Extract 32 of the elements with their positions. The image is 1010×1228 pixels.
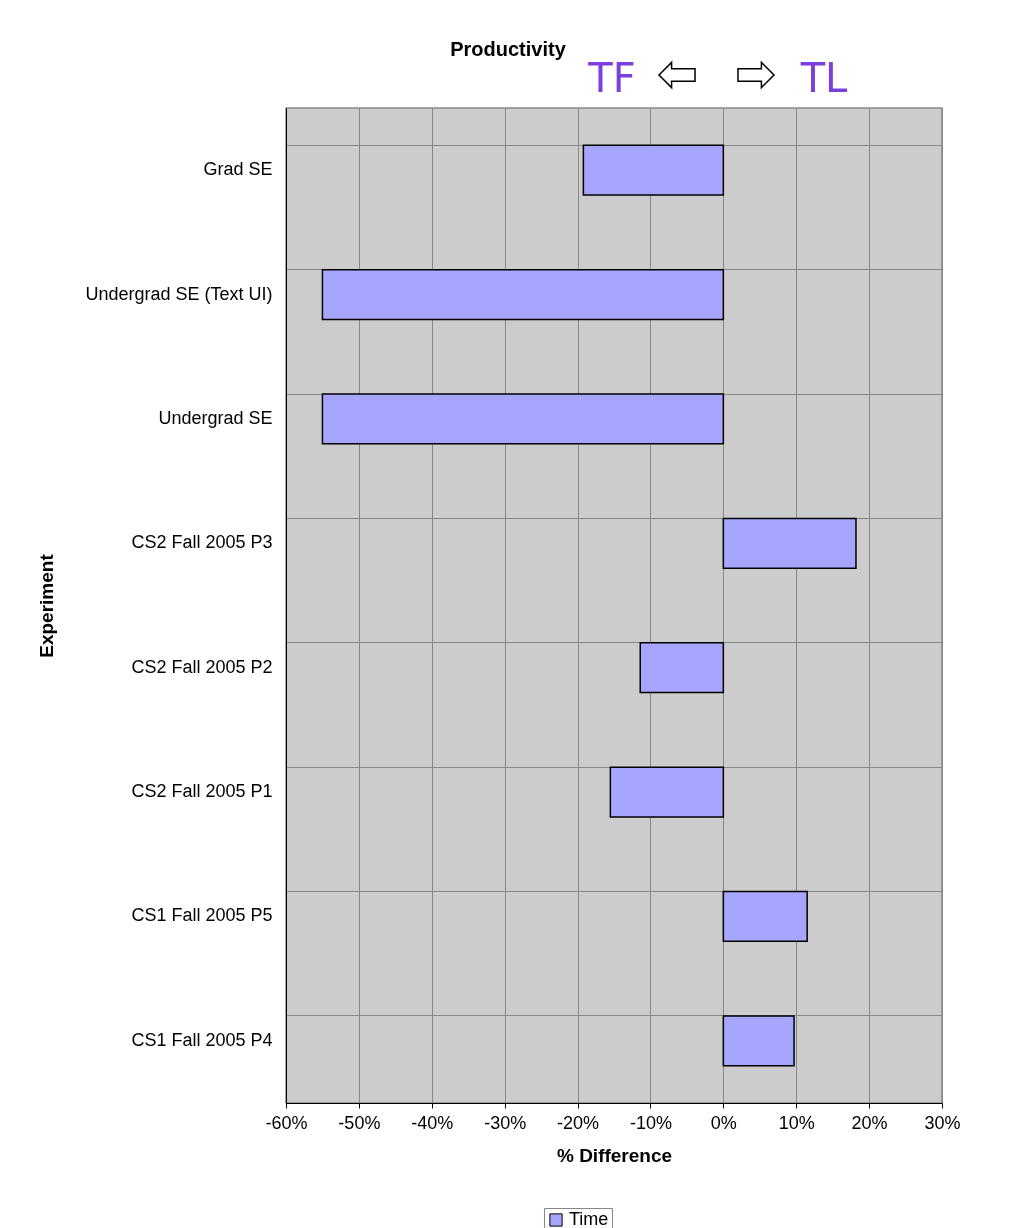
- x-tick-label: 30%: [924, 1112, 961, 1133]
- x-tick-label: -10%: [629, 1112, 672, 1133]
- x-tick-label: -60%: [265, 1112, 308, 1133]
- chart-title: Productivity: [450, 38, 567, 60]
- legend-label: Time: [569, 1209, 609, 1228]
- bar: [639, 642, 725, 694]
- y-tick-label: CS2 Fall 2005 P3: [131, 532, 273, 553]
- y-tick-label: CS1 Fall 2005 P5: [131, 905, 273, 926]
- x-axis-title: % Difference: [556, 1144, 673, 1166]
- y-tick-label: CS2 Fall 2005 P1: [131, 781, 273, 802]
- x-tick-label: 10%: [778, 1112, 815, 1133]
- y-axis-title: Experiment: [35, 553, 57, 658]
- x-tick-label: -20%: [557, 1112, 600, 1133]
- y-tick-label: Undergrad SE (Text UI): [85, 283, 273, 304]
- x-tick-label: -40%: [411, 1112, 454, 1133]
- x-tick-label: -30%: [484, 1112, 527, 1133]
- text: TL: [799, 55, 849, 101]
- y-tick-label: CS2 Fall 2005 P2: [131, 656, 273, 677]
- bar: [321, 268, 725, 321]
- x-tick-label: 0%: [710, 1112, 737, 1133]
- bar: [582, 144, 725, 196]
- bar: [722, 890, 808, 943]
- x-tick-label: -50%: [338, 1112, 381, 1133]
- bar: [722, 1015, 795, 1067]
- y-tick-label: CS1 Fall 2005 P4: [131, 1029, 273, 1050]
- y-tick-label: Undergrad SE: [158, 407, 273, 428]
- text: TF: [587, 55, 636, 101]
- bar: [321, 393, 725, 445]
- bar: [722, 517, 857, 569]
- x-tick-label: 20%: [851, 1112, 888, 1133]
- y-tick-label: Grad SE: [203, 159, 273, 180]
- bar: [609, 766, 725, 818]
